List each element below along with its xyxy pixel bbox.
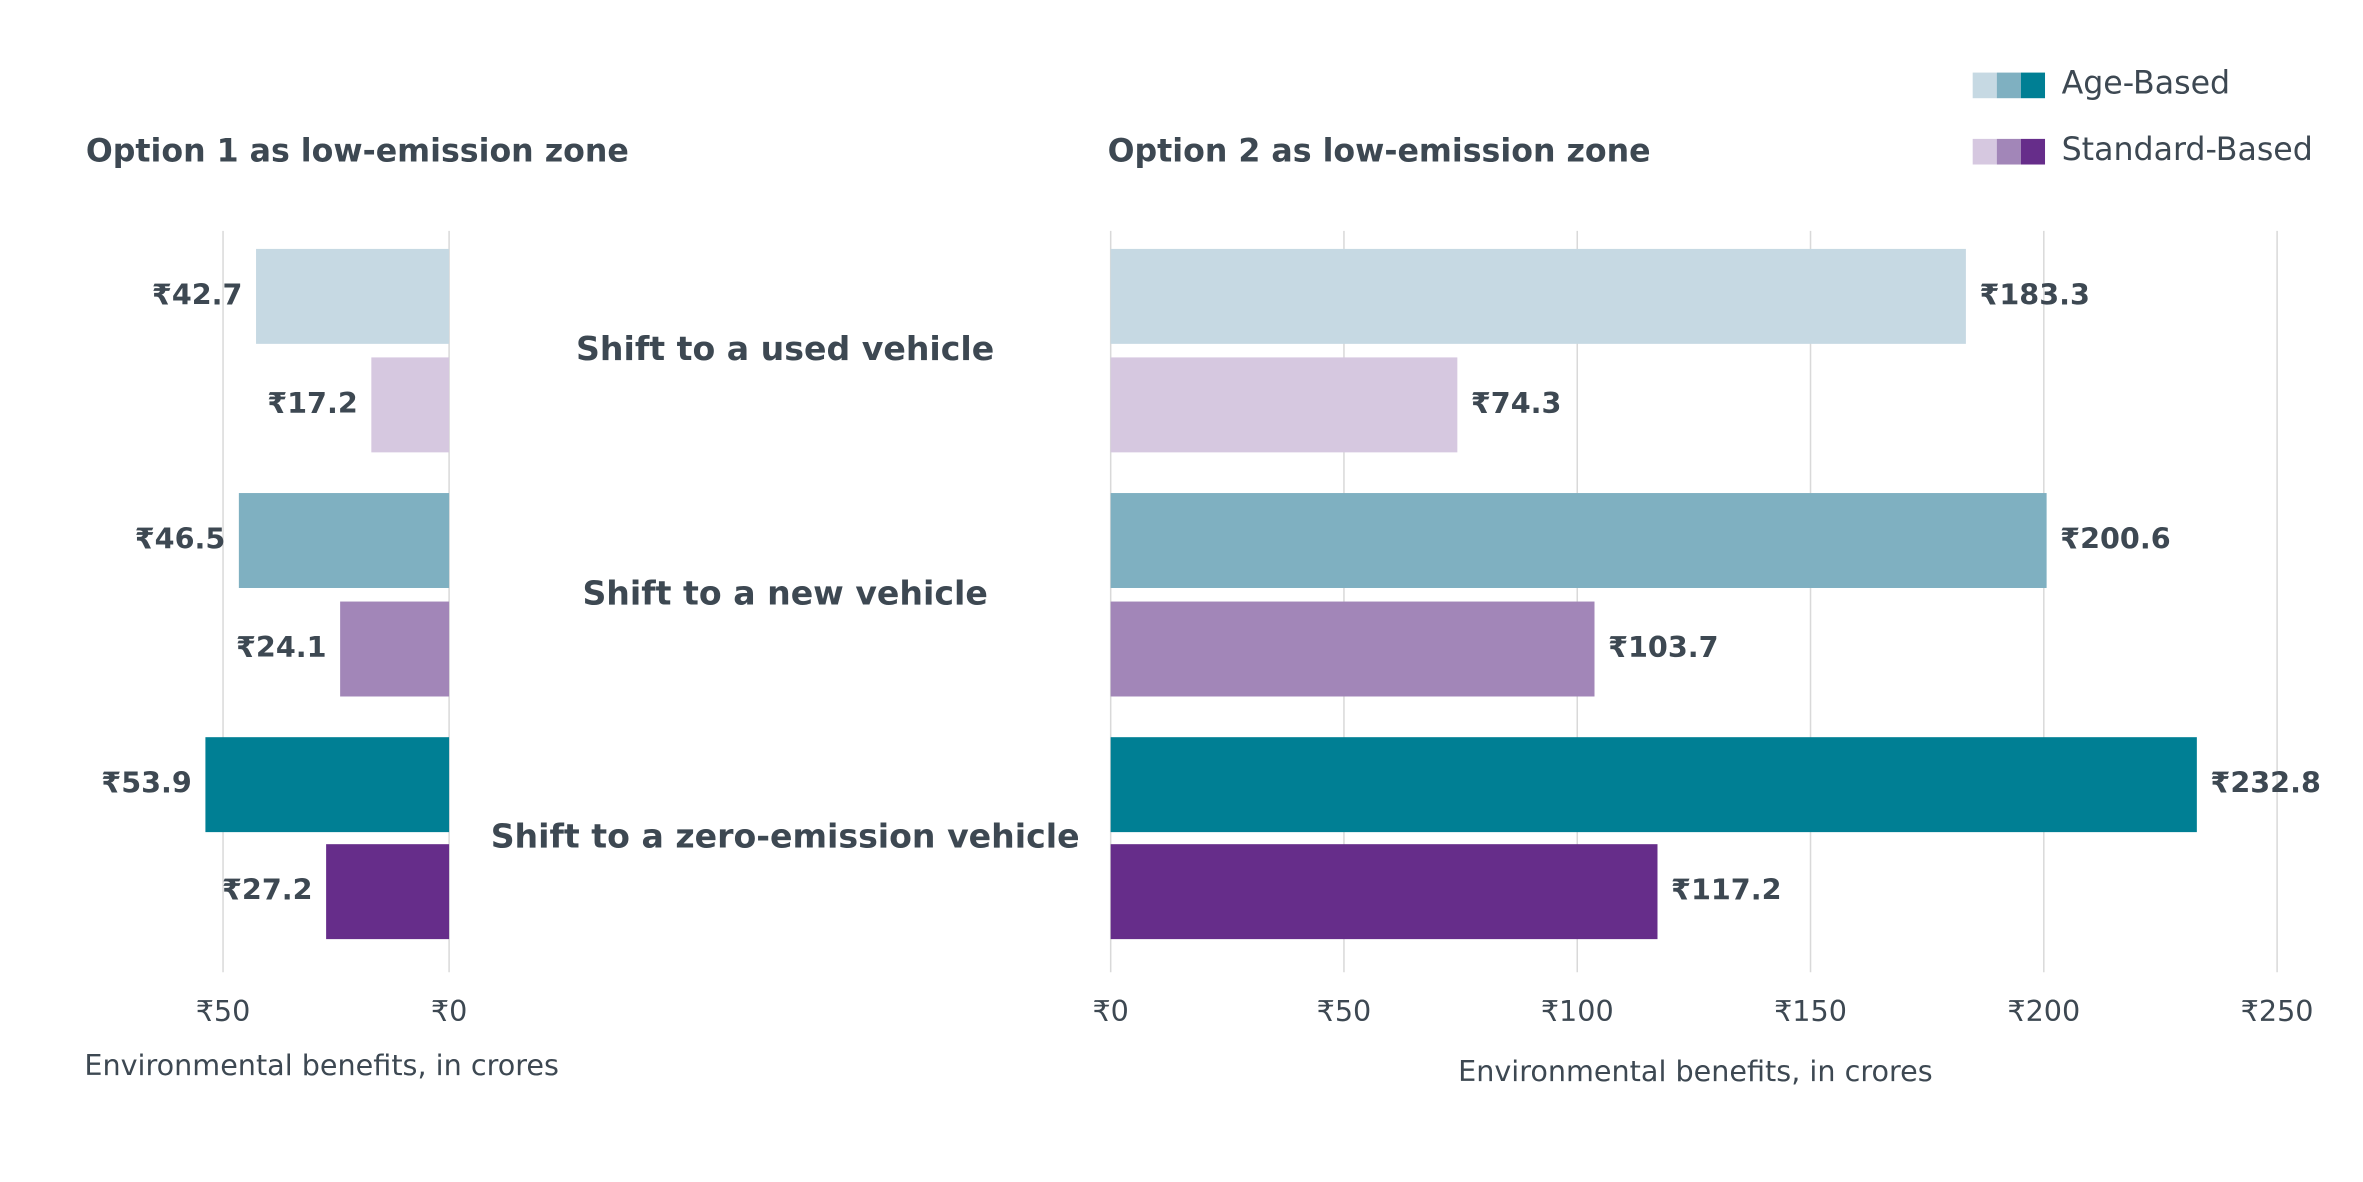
chart-title: Option 2 as low-emission zone	[1108, 133, 1651, 169]
bar	[205, 737, 450, 833]
x-tick-label: ₹50	[196, 994, 251, 1028]
bar	[1110, 248, 1966, 344]
legend-swatch	[1996, 138, 2021, 165]
bar	[1110, 601, 1595, 697]
value-label: ₹200.6	[2060, 522, 2170, 556]
category-label: Shift to a zero-emission vehicle	[491, 817, 1080, 856]
value-label: ₹183.3	[1979, 277, 2089, 311]
x-axis-label: Environmental benefits, in crores	[1458, 1054, 1933, 1088]
x-axis-label: Environmental benefits, in crores	[84, 1048, 559, 1082]
bar	[256, 248, 450, 344]
value-label: ₹74.3	[1471, 386, 1562, 420]
value-label: ₹17.2	[267, 386, 358, 420]
value-label: ₹53.9	[101, 766, 192, 800]
bar	[1110, 737, 2197, 833]
value-label: ₹42.7	[152, 277, 243, 311]
legend-label: Age-Based	[2062, 66, 2231, 102]
x-tick-label: ₹250	[2241, 994, 2314, 1028]
chart-title: Option 1 as low-emission zone	[86, 133, 629, 169]
x-tick-label: ₹100	[1541, 994, 1614, 1028]
value-label: ₹27.2	[222, 873, 313, 907]
category-label: Shift to a used vehicle	[576, 329, 994, 368]
bar	[1110, 844, 1658, 940]
x-tick-label: ₹0	[1092, 994, 1128, 1028]
legend-label: Standard-Based	[2062, 132, 2313, 168]
bar	[340, 601, 450, 697]
bar	[326, 844, 450, 940]
category-label: Shift to a new vehicle	[582, 573, 987, 612]
legend-swatch	[1972, 72, 1997, 99]
x-tick-label: ₹0	[431, 994, 467, 1028]
bar	[238, 493, 450, 588]
bar	[1110, 493, 2047, 588]
bar	[371, 357, 450, 453]
value-label: ₹46.5	[135, 522, 226, 556]
legend-swatch	[1972, 138, 1997, 165]
bar	[1110, 357, 1458, 453]
value-label: ₹232.8	[2210, 766, 2320, 800]
legend-swatch	[2020, 72, 2046, 99]
value-label: ₹117.2	[1671, 873, 1781, 907]
legend-swatch	[2020, 138, 2046, 165]
x-tick-label: ₹200	[2007, 994, 2080, 1028]
value-label: ₹103.7	[1608, 630, 1718, 664]
value-label: ₹24.1	[236, 630, 327, 664]
x-tick-label: ₹50	[1317, 994, 1372, 1028]
legend-swatch	[1996, 72, 2021, 99]
x-tick-label: ₹150	[1774, 994, 1847, 1028]
